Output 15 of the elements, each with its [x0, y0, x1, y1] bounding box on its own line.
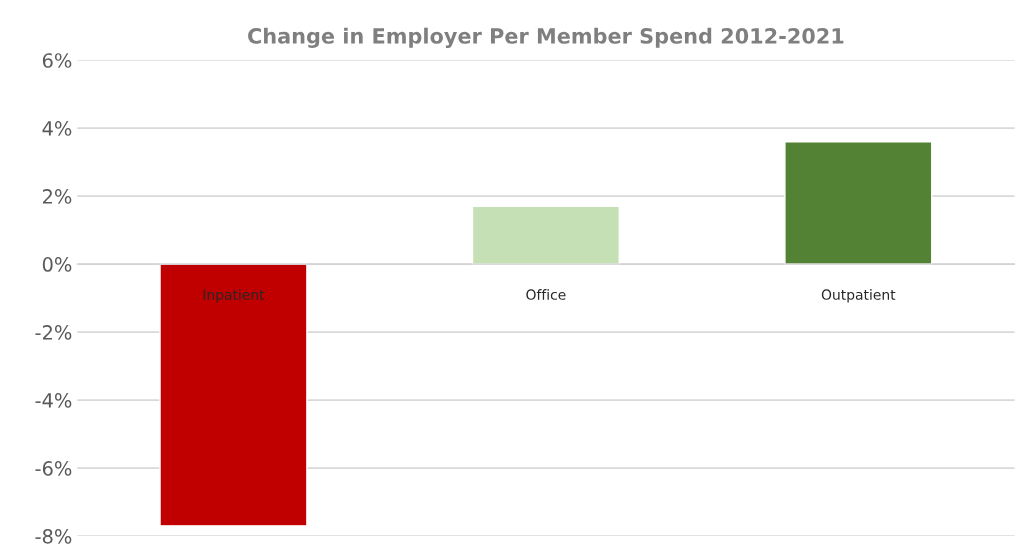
bar: [471, 205, 621, 265]
y-tick-label: -2%: [35, 325, 72, 340]
y-tick-label: 6%: [42, 53, 72, 68]
y-tick-label: -6%: [35, 461, 72, 476]
y-tick-label: 0%: [42, 257, 72, 272]
y-tick-label: 4%: [42, 121, 72, 136]
y-tick-label: -8%: [35, 529, 72, 544]
x-tick-label: Outpatient: [821, 289, 896, 303]
bar: [784, 141, 933, 265]
y-tick-label: 2%: [42, 189, 72, 204]
chart-title: Change in Employer Per Member Spend 2012-2021: [248, 27, 844, 48]
bar: [159, 263, 308, 527]
x-tick-label: Inpatient: [203, 289, 265, 303]
x-tick-label: Office: [526, 289, 566, 300]
y-tick-label: -4%: [35, 393, 72, 408]
